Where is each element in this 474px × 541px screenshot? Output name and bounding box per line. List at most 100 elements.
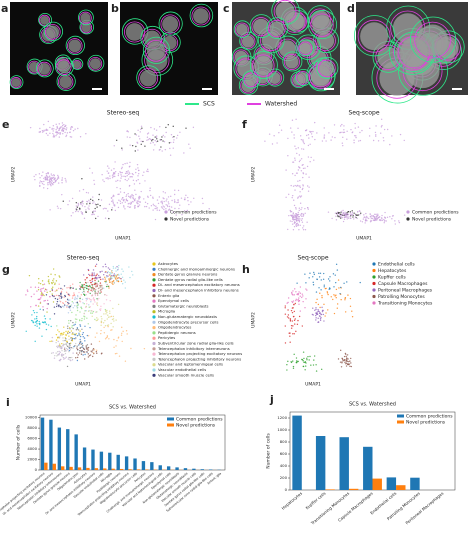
umap-point — [57, 177, 59, 179]
umap-point — [113, 276, 116, 279]
panel-label: i — [6, 396, 10, 409]
umap-point — [135, 145, 137, 148]
cell-outline — [410, 16, 457, 63]
umap-point — [135, 180, 138, 182]
umap-point — [97, 215, 99, 218]
umap-point — [93, 183, 96, 185]
umap-point — [363, 216, 365, 219]
umap-point — [159, 139, 162, 141]
umap-point — [143, 198, 145, 200]
umap-point — [376, 214, 378, 217]
umap-point — [67, 203, 69, 206]
umap-point — [391, 135, 393, 137]
umap-point — [92, 202, 94, 204]
umap-point — [147, 170, 149, 173]
umap-point — [152, 149, 155, 151]
umap-point — [374, 131, 377, 134]
umap-point — [336, 269, 339, 271]
umap-point — [320, 279, 322, 281]
umap-point — [74, 342, 77, 345]
umap-point — [293, 353, 295, 356]
umap-point — [333, 286, 335, 288]
umap-point — [51, 336, 54, 339]
umap-point — [165, 208, 167, 210]
umap-point — [77, 127, 79, 130]
umap-point — [383, 140, 385, 142]
umap-point — [304, 212, 306, 215]
umap-point — [172, 211, 174, 213]
legend-marker — [152, 278, 156, 282]
bar — [166, 466, 171, 470]
umap-point — [373, 218, 375, 220]
umap-point — [306, 357, 308, 359]
umap-point — [84, 279, 86, 281]
umap-point — [112, 315, 115, 318]
umap-point — [55, 280, 58, 282]
umap-point — [340, 286, 342, 289]
umap-point — [176, 137, 178, 139]
umap-point — [302, 351, 305, 353]
cell-outline — [138, 68, 159, 89]
umap-point — [61, 124, 64, 127]
umap-point — [297, 224, 299, 227]
umap-point — [83, 351, 85, 353]
umap-point — [88, 306, 90, 308]
umap-point — [298, 220, 301, 222]
umap-point — [39, 176, 41, 179]
umap-point — [114, 267, 117, 269]
umap-point — [125, 171, 128, 173]
umap-point — [347, 210, 350, 213]
umap-point — [68, 343, 71, 345]
umap-point — [94, 301, 96, 303]
umap-point — [359, 281, 361, 284]
umap-point — [119, 171, 121, 173]
umap-point — [137, 129, 139, 131]
umap-point — [51, 293, 53, 295]
umap-point — [30, 286, 32, 288]
umap-point — [121, 147, 123, 149]
umap-point — [137, 178, 139, 181]
umap-point — [371, 217, 374, 220]
cell-outline — [357, 19, 391, 53]
umap-point — [49, 340, 51, 343]
umap-point — [126, 136, 129, 138]
umap-point — [79, 335, 82, 338]
umap-point — [345, 365, 348, 367]
umap-point — [280, 129, 283, 131]
umap-point — [100, 315, 102, 318]
umap-point — [103, 287, 105, 289]
umap-point — [340, 213, 342, 215]
umap-point — [284, 342, 287, 344]
umap-point — [297, 360, 299, 363]
umap-point — [70, 346, 73, 349]
umap-point — [299, 224, 301, 226]
umap-point — [58, 129, 60, 132]
y-axis-label: Number of cells — [16, 424, 22, 460]
umap-point — [72, 129, 75, 132]
umap-point — [292, 325, 294, 327]
umap-point — [99, 292, 101, 294]
umap-point — [100, 320, 103, 322]
umap-point — [45, 177, 47, 179]
bar — [136, 469, 141, 470]
panel-label: h — [242, 263, 250, 276]
umap-point — [295, 206, 297, 209]
umap-point — [61, 122, 64, 124]
umap-point — [291, 300, 293, 303]
umap-point — [320, 368, 323, 371]
umap-point — [128, 171, 130, 174]
umap-point — [110, 169, 113, 171]
umap-point — [309, 143, 311, 146]
umap-point — [85, 294, 88, 296]
umap-point — [359, 220, 362, 222]
umap-point — [65, 134, 68, 137]
umap-point — [72, 347, 74, 349]
umap-point — [132, 179, 135, 182]
umap-point — [124, 208, 126, 210]
umap-point — [127, 178, 130, 180]
umap-point — [158, 209, 161, 212]
umap-point — [75, 329, 78, 331]
umap-point — [381, 214, 383, 217]
umap-point — [301, 358, 304, 361]
umap-point — [335, 219, 338, 221]
